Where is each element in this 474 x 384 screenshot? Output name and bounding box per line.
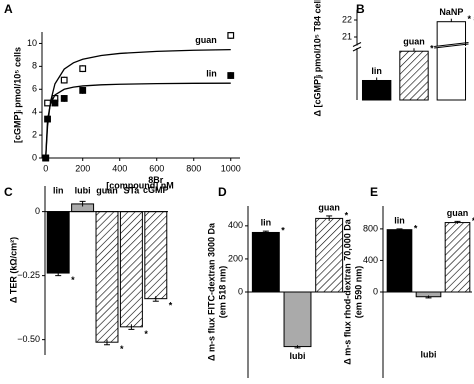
category-label: lin bbox=[371, 66, 382, 76]
category-label: lubi bbox=[421, 349, 437, 359]
y-tick-label: 0 bbox=[32, 152, 37, 162]
category-label: lin bbox=[53, 185, 64, 195]
significance: * bbox=[345, 210, 349, 220]
category-label: lin bbox=[394, 215, 405, 225]
point bbox=[79, 87, 87, 94]
bar-break bbox=[436, 46, 467, 48]
y-tick-label: −0.50 bbox=[17, 334, 40, 344]
category-label: lin bbox=[261, 218, 272, 228]
y-axis-label: [cGMP]ᵢ pmol/10⁵ cells bbox=[12, 47, 22, 143]
panel-letter: B bbox=[356, 2, 365, 16]
point bbox=[60, 76, 68, 84]
y-tick-label: 2 bbox=[32, 129, 37, 139]
bar bbox=[315, 217, 344, 293]
fit-curve bbox=[45, 82, 231, 159]
point bbox=[60, 95, 68, 102]
significance: * # bbox=[468, 14, 474, 24]
category-label: STa bbox=[123, 185, 140, 195]
bar bbox=[361, 79, 392, 101]
bar bbox=[119, 211, 143, 328]
y-axis-label: Δ m-s flux rhod-dextran 70,000 Da bbox=[342, 218, 352, 365]
category-label: lubi bbox=[75, 185, 91, 195]
category-label: NaNP bbox=[439, 7, 463, 17]
y-tick-label: 0 bbox=[35, 206, 40, 216]
y-tick-label: 400 bbox=[228, 220, 243, 230]
axis-break bbox=[434, 42, 469, 47]
point bbox=[227, 32, 235, 39]
y-axis-label: Δ [cGMP]ᵢ pmol/10⁵ T84 cells bbox=[312, 0, 322, 117]
y-tick-label: 800 bbox=[363, 223, 378, 233]
curve-label: guan bbox=[195, 35, 217, 45]
significance: * bbox=[169, 301, 173, 311]
bar bbox=[283, 291, 312, 348]
significance: * bbox=[71, 275, 75, 285]
y-tick-label: 22 bbox=[342, 14, 352, 24]
bar bbox=[444, 222, 471, 293]
category-label: guan bbox=[96, 185, 118, 195]
significance: * bbox=[144, 329, 148, 339]
panel-letter: A bbox=[4, 2, 13, 16]
panel-letter: E bbox=[370, 185, 378, 199]
axis-break bbox=[434, 43, 469, 49]
x-tick-label: 0 bbox=[43, 163, 48, 173]
significance: * bbox=[120, 344, 124, 354]
x-axis-label: [compound] nM bbox=[106, 180, 173, 190]
significance: * bbox=[430, 44, 434, 54]
y-axis-label: (em 518 nm) bbox=[217, 266, 227, 319]
significance: * bbox=[281, 226, 285, 236]
x-tick-label: 1000 bbox=[221, 163, 241, 173]
bar bbox=[46, 211, 70, 274]
significance: * bbox=[472, 216, 474, 226]
point bbox=[227, 72, 235, 79]
fit-curve bbox=[45, 48, 231, 159]
curve-label: lin bbox=[206, 69, 217, 79]
x-tick-label: 800 bbox=[186, 163, 201, 173]
y-tick-label: 400 bbox=[363, 255, 378, 265]
category-label: guan bbox=[447, 208, 469, 218]
bar bbox=[399, 50, 429, 101]
axis-break bbox=[352, 46, 362, 52]
y-axis-label: Δ m-s flux FITC-dextran 3000 Da bbox=[206, 222, 216, 361]
category-label: guan bbox=[318, 202, 340, 212]
axis-break bbox=[352, 42, 362, 47]
panel-letter: C bbox=[4, 185, 13, 199]
y-tick-label: 200 bbox=[228, 253, 243, 263]
significance: * bbox=[414, 223, 418, 233]
y-tick-label: 0 bbox=[238, 286, 243, 296]
panel-letter: D bbox=[218, 185, 227, 199]
bar bbox=[436, 21, 467, 101]
category-label: lubi bbox=[290, 351, 306, 361]
point bbox=[44, 115, 51, 123]
bar bbox=[251, 231, 280, 293]
bar bbox=[144, 211, 168, 300]
bar bbox=[95, 211, 119, 343]
y-tick-label: 8 bbox=[32, 61, 37, 71]
y-tick-label: 10 bbox=[27, 38, 37, 48]
point bbox=[51, 99, 59, 107]
x-tick-label: 600 bbox=[149, 163, 164, 173]
category-label: guan bbox=[403, 37, 425, 47]
y-axis-label: (em 590 nm) bbox=[353, 266, 363, 319]
point bbox=[42, 154, 50, 162]
point bbox=[79, 65, 87, 73]
x-tick-label: 200 bbox=[75, 163, 90, 173]
bar bbox=[386, 229, 413, 293]
x-tick-label: 400 bbox=[112, 163, 127, 173]
y-axis-label: Δ TER (kΩ/cm²) bbox=[8, 237, 18, 303]
y-tick-label: 0 bbox=[373, 286, 378, 296]
y-tick-label: 4 bbox=[32, 107, 37, 117]
y-tick-label: 6 bbox=[32, 84, 37, 94]
y-tick-label: −0.25 bbox=[17, 270, 40, 280]
y-tick-label: 21 bbox=[342, 31, 352, 41]
category-label: 8Br cGMP bbox=[143, 175, 169, 195]
